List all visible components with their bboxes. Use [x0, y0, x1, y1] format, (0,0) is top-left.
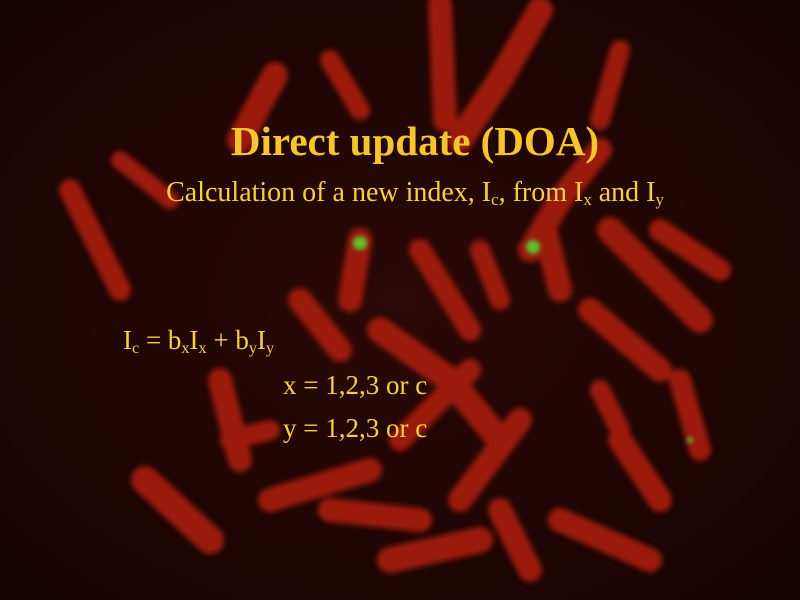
subtitle-sub-x: x	[583, 190, 592, 210]
condition-x: x = 1,2,3 or c	[283, 370, 428, 400]
subtitle-mid2: and I	[591, 177, 656, 208]
index-equation: Ic = bxIx + byIy	[123, 325, 275, 358]
slide-subtitle: Calculation of a new index, Ic, from Ix …	[0, 177, 800, 210]
subtitle-prefix: Calculation of a new index, I	[166, 177, 492, 208]
eq-lhs: I	[123, 325, 132, 355]
subtitle-mid1: , from I	[498, 177, 584, 208]
eq-plus-b: + b	[206, 325, 249, 355]
eq-equals-b: = b	[139, 325, 182, 355]
subtitle-sub-c: c	[491, 190, 499, 210]
eq-i2-sub: y	[265, 339, 275, 358]
eq-lhs-sub: c	[132, 339, 140, 358]
eq-b1-sub: x	[181, 339, 190, 358]
subtitle-sub-y: y	[655, 190, 664, 210]
eq-i1-sub: x	[198, 339, 207, 358]
eq-i2: I	[256, 325, 266, 355]
condition-y: y = 1,2,3 or c	[283, 413, 428, 443]
eq-b2-sub: y	[248, 339, 257, 358]
eq-i1: I	[189, 325, 199, 355]
slide-title: Direct update (DOA)	[230, 118, 600, 164]
